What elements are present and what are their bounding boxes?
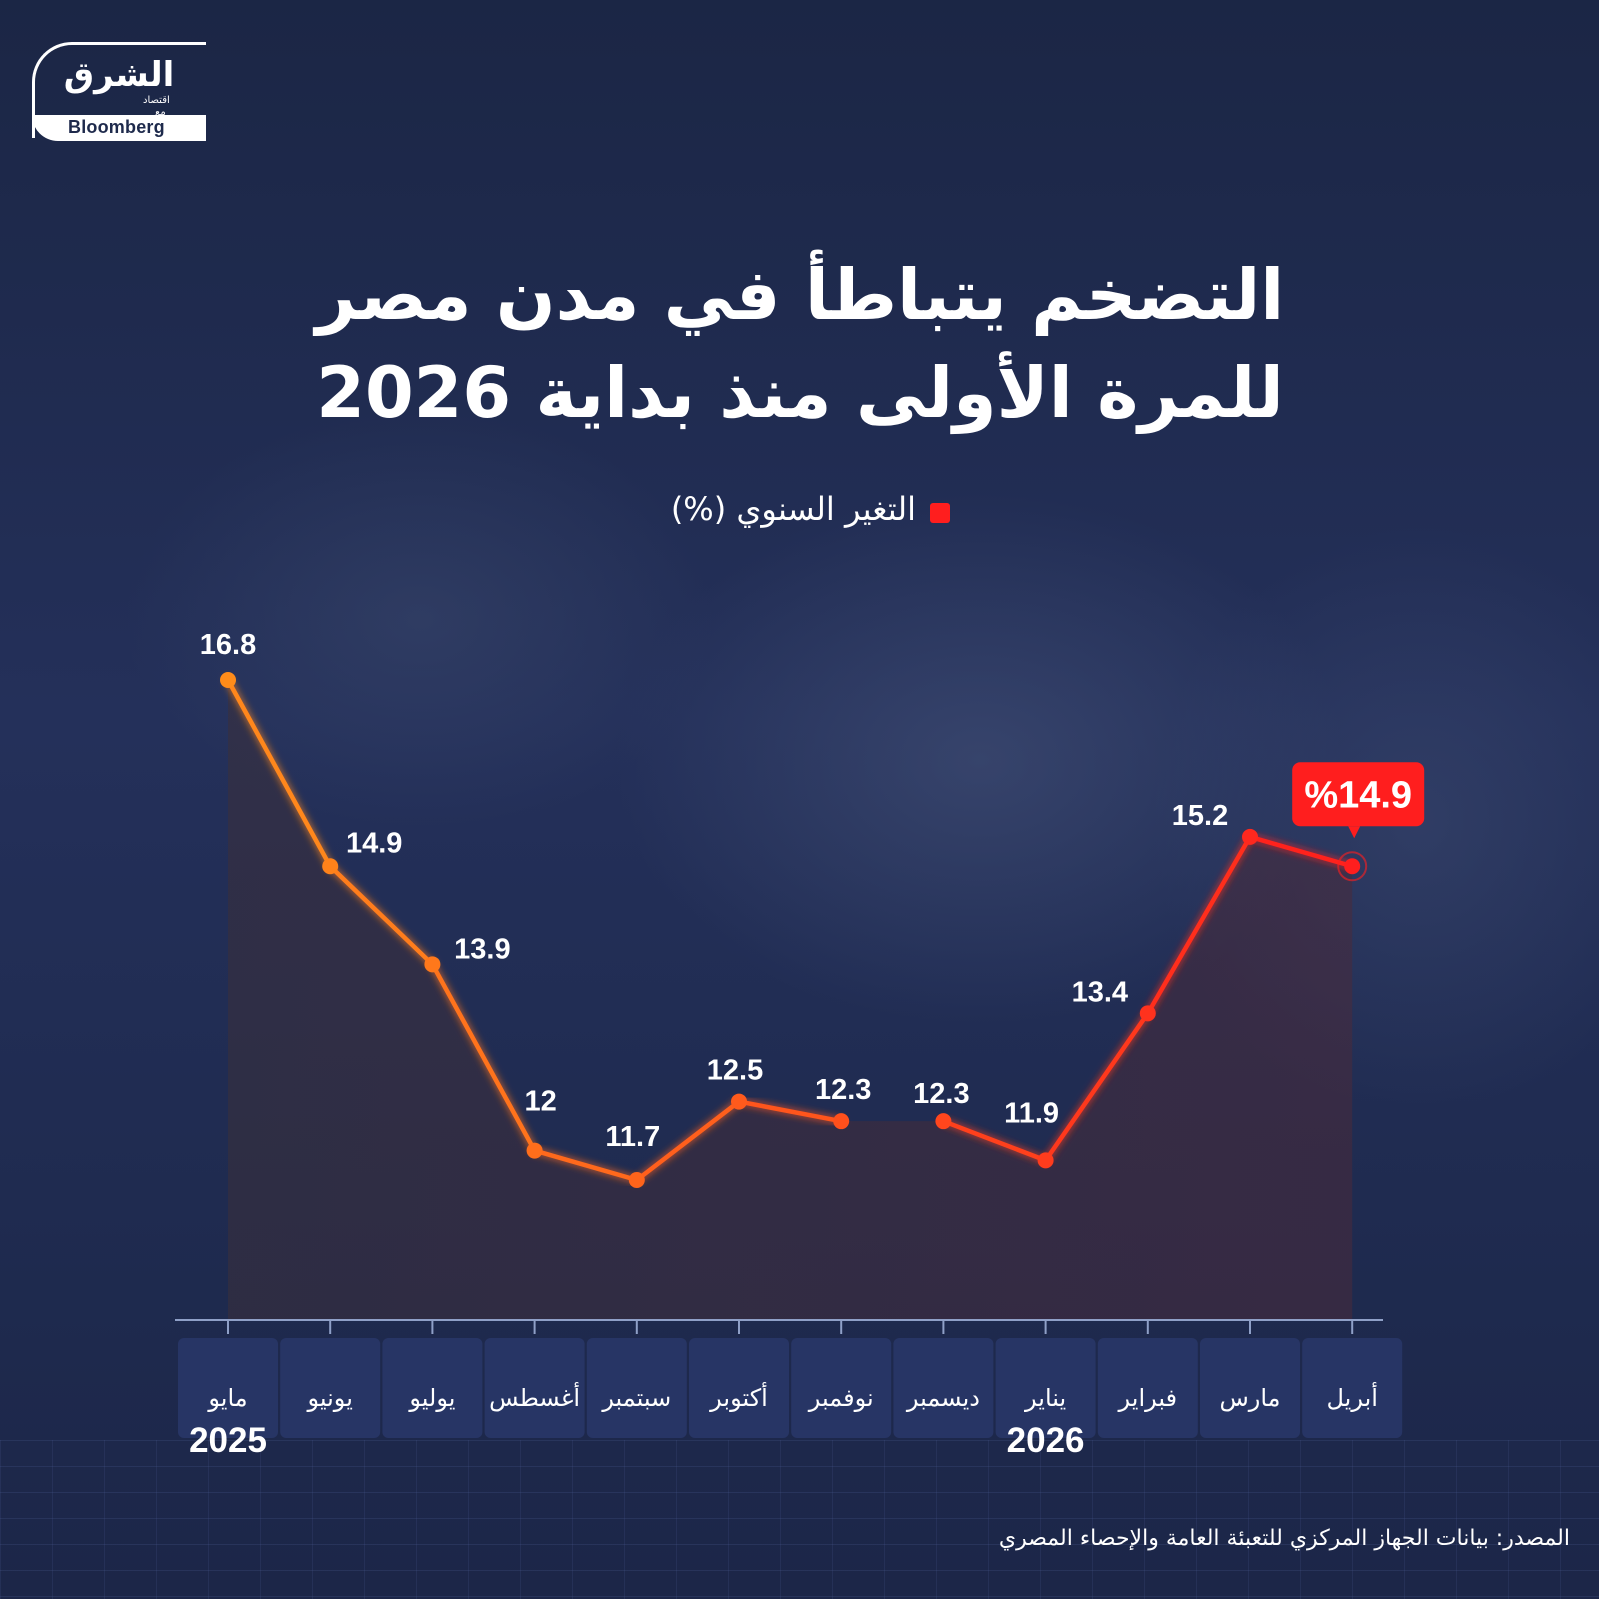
data-point bbox=[628, 1172, 645, 1188]
x-tick-label: يناير bbox=[1024, 1384, 1066, 1412]
data-point bbox=[424, 956, 441, 973]
x-tick-tile bbox=[1097, 1338, 1198, 1438]
data-label: 16.8 bbox=[200, 629, 256, 661]
series-line-segment bbox=[941, 1118, 1048, 1163]
data-point bbox=[526, 1142, 543, 1159]
x-tick-tile bbox=[280, 1338, 381, 1438]
data-point bbox=[833, 1113, 850, 1130]
x-tick-tile bbox=[178, 1338, 278, 1438]
x-tick-tile bbox=[995, 1338, 1096, 1438]
x-tick-tile bbox=[586, 1338, 687, 1438]
x-tick-label: ديسمبر bbox=[906, 1384, 980, 1412]
series-line-segment bbox=[1043, 1011, 1151, 1163]
x-tick-tile bbox=[484, 1338, 585, 1438]
chart-legend: التغير السنوي (%) bbox=[600, 486, 960, 530]
data-point bbox=[220, 672, 236, 688]
x-axis: مايو يونيو يوليو أغسطس سبتمبر أكتوبر نوفمبر ديس… bbox=[175, 1319, 1403, 1460]
chart-title: التضخم يتباطأ في مدن مصر للمرة الأولى من… bbox=[200, 246, 1400, 442]
data-label: 12 bbox=[524, 1086, 556, 1118]
x-tick-label: يوليو bbox=[408, 1384, 455, 1412]
data-point bbox=[935, 1113, 952, 1130]
year-label: 2025 bbox=[189, 1421, 267, 1460]
data-point bbox=[731, 1093, 747, 1110]
series-line bbox=[225, 677, 1355, 1183]
series-line-segment bbox=[1145, 834, 1253, 1016]
x-tick-tile bbox=[893, 1338, 994, 1438]
legend-label: التغير السنوي (%) bbox=[670, 490, 916, 528]
series-points bbox=[220, 672, 1368, 1188]
series-line-segment bbox=[1247, 834, 1355, 869]
data-label: 12.3 bbox=[815, 1074, 871, 1106]
logo-arabic-wordmark: الشرق bbox=[63, 55, 175, 95]
highlight-callout: %14.9 bbox=[1292, 762, 1425, 839]
x-tick-tile bbox=[689, 1338, 789, 1438]
x-tick-label: أبريل bbox=[1326, 1382, 1377, 1412]
x-tick-label: أغسطس bbox=[489, 1382, 580, 1412]
data-label: 11.9 bbox=[1004, 1097, 1059, 1129]
x-tick-tile bbox=[791, 1338, 892, 1438]
x-tick-label: مايو bbox=[207, 1384, 247, 1412]
series-line-segment bbox=[532, 1148, 640, 1183]
x-tick-label: سبتمبر bbox=[601, 1384, 671, 1412]
chart-title-line-1: التضخم يتباطأ في مدن مصر bbox=[315, 254, 1285, 336]
series-line-segment bbox=[430, 962, 537, 1153]
data-point bbox=[1139, 1005, 1156, 1022]
series-line-segment bbox=[225, 677, 333, 869]
data-label: 13.9 bbox=[454, 933, 510, 965]
data-label: 15.2 bbox=[1172, 800, 1228, 832]
legend-swatch bbox=[930, 503, 950, 523]
data-point bbox=[1242, 828, 1258, 845]
x-tick-label: يونيو bbox=[306, 1384, 352, 1412]
data-point bbox=[1344, 858, 1361, 875]
data-label: 12.3 bbox=[913, 1078, 969, 1110]
highlight-ring bbox=[1337, 851, 1368, 882]
area-fill bbox=[228, 680, 1353, 1320]
data-label: 11.7 bbox=[605, 1121, 660, 1153]
x-tick-label: فبراير bbox=[1118, 1384, 1178, 1412]
source-note: المصدر: بيانات الجهاز المركزي للتعبئة ال… bbox=[998, 1526, 1570, 1551]
callout-pointer bbox=[1348, 826, 1361, 839]
logo-subtitle: اقتصاد bbox=[143, 95, 170, 106]
callout-box bbox=[1292, 762, 1425, 827]
chart-title-line-2: للمرة الأولى منذ بداية 2026 bbox=[316, 352, 1284, 434]
x-tick-tile bbox=[1302, 1338, 1403, 1438]
logo-bar: Bloomberg bbox=[32, 115, 206, 141]
x-tick-label: مارس bbox=[1219, 1384, 1280, 1412]
series-line-segment bbox=[736, 1099, 844, 1124]
x-tick-label: نوفمبر bbox=[808, 1384, 874, 1412]
series-line-segment bbox=[327, 864, 435, 967]
x-tick-tile bbox=[1200, 1338, 1300, 1438]
x-tick-label: أكتوبر bbox=[709, 1382, 768, 1412]
logo-with: مع bbox=[155, 107, 166, 118]
area-fill-path bbox=[228, 680, 1353, 1320]
logo-bloomberg: Bloomberg bbox=[68, 117, 165, 137]
year-label: 2026 bbox=[1007, 1421, 1085, 1460]
data-label: 12.5 bbox=[707, 1055, 763, 1087]
data-label: 13.4 bbox=[1072, 976, 1128, 1008]
data-point bbox=[1037, 1152, 1054, 1169]
x-tick-tile bbox=[382, 1338, 483, 1438]
data-label: 14.9 bbox=[346, 827, 402, 859]
background-grid bbox=[0, 1440, 1599, 1599]
asharq-bloomberg-logo: الشرق اقتصاد مع Bloomberg bbox=[32, 42, 206, 141]
data-labels: 16.8 14.9 13.9 12 11.7 12.5 12.3 12.3 11.9 13.4 15… bbox=[200, 629, 1228, 1153]
data-point bbox=[322, 858, 339, 875]
series-line-segment bbox=[634, 1099, 742, 1183]
callout-label: %14.9 bbox=[1304, 774, 1412, 816]
